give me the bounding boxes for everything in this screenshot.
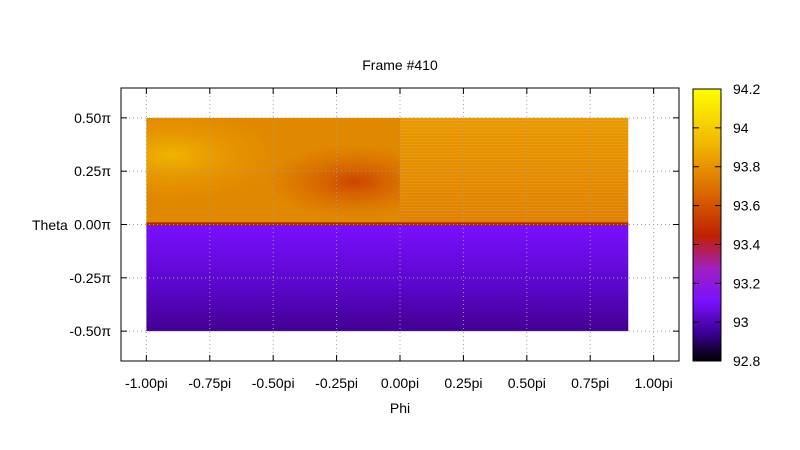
heatmap-region-lower <box>146 224 629 332</box>
x-axis-label: Phi <box>390 400 410 416</box>
heatmap-boundary-band <box>146 222 629 226</box>
colorbar-tick-label: 93.2 <box>733 275 760 291</box>
y-tick-label: 0.00π <box>74 217 111 233</box>
x-tick-label: 1.00pi <box>635 375 673 391</box>
colorbar: 94.2 94 93.8 93.6 93.4 93.2 93 92.8 <box>692 81 760 369</box>
y-tick-label: -0.25π <box>69 270 111 286</box>
x-tick-label: 0.75pi <box>571 375 609 391</box>
chart-title: Frame #410 <box>362 57 438 73</box>
x-tick-label: -0.25pi <box>315 375 358 391</box>
y-tick-label: -0.50π <box>69 323 111 339</box>
y-axis-ticks: 0.50π 0.25π 0.00π -0.25π -0.50π <box>69 110 679 339</box>
colorbar-tick-label: 93.4 <box>733 236 760 252</box>
y-tick-label: 0.50π <box>74 110 111 126</box>
heatmap-area <box>146 117 629 332</box>
heatmap-region-upper-right-stripes <box>400 117 629 225</box>
x-tick-label: -1.00pi <box>125 375 168 391</box>
colorbar-frame <box>692 88 722 362</box>
x-tick-label: -0.75pi <box>188 375 231 391</box>
y-axis-label: Theta <box>32 217 68 233</box>
y-tick-label: 0.25π <box>74 163 111 179</box>
colorbar-gradient <box>693 89 721 361</box>
colorbar-tick-label: 93.8 <box>733 159 760 175</box>
x-tick-label: 0.25pi <box>444 375 482 391</box>
x-tick-label: 0.00pi <box>381 375 419 391</box>
x-tick-label: -0.50pi <box>252 375 295 391</box>
colorbar-tick-label: 94 <box>733 120 749 136</box>
colorbar-ticks: 94.2 94 93.8 93.6 93.4 93.2 93 92.8 <box>693 81 760 369</box>
colorbar-tick-label: 94.2 <box>733 81 760 97</box>
gridlines <box>121 88 679 361</box>
colorbar-tick-label: 93 <box>733 314 749 330</box>
x-axis-ticks: -1.00pi -0.75pi -0.50pi -0.25pi 0.00pi 0.25pi… <box>125 88 673 391</box>
colorbar-tick-label: 92.8 <box>733 353 760 369</box>
x-tick-label: 0.50pi <box>508 375 546 391</box>
colorbar-tick-label: 93.6 <box>733 198 760 214</box>
